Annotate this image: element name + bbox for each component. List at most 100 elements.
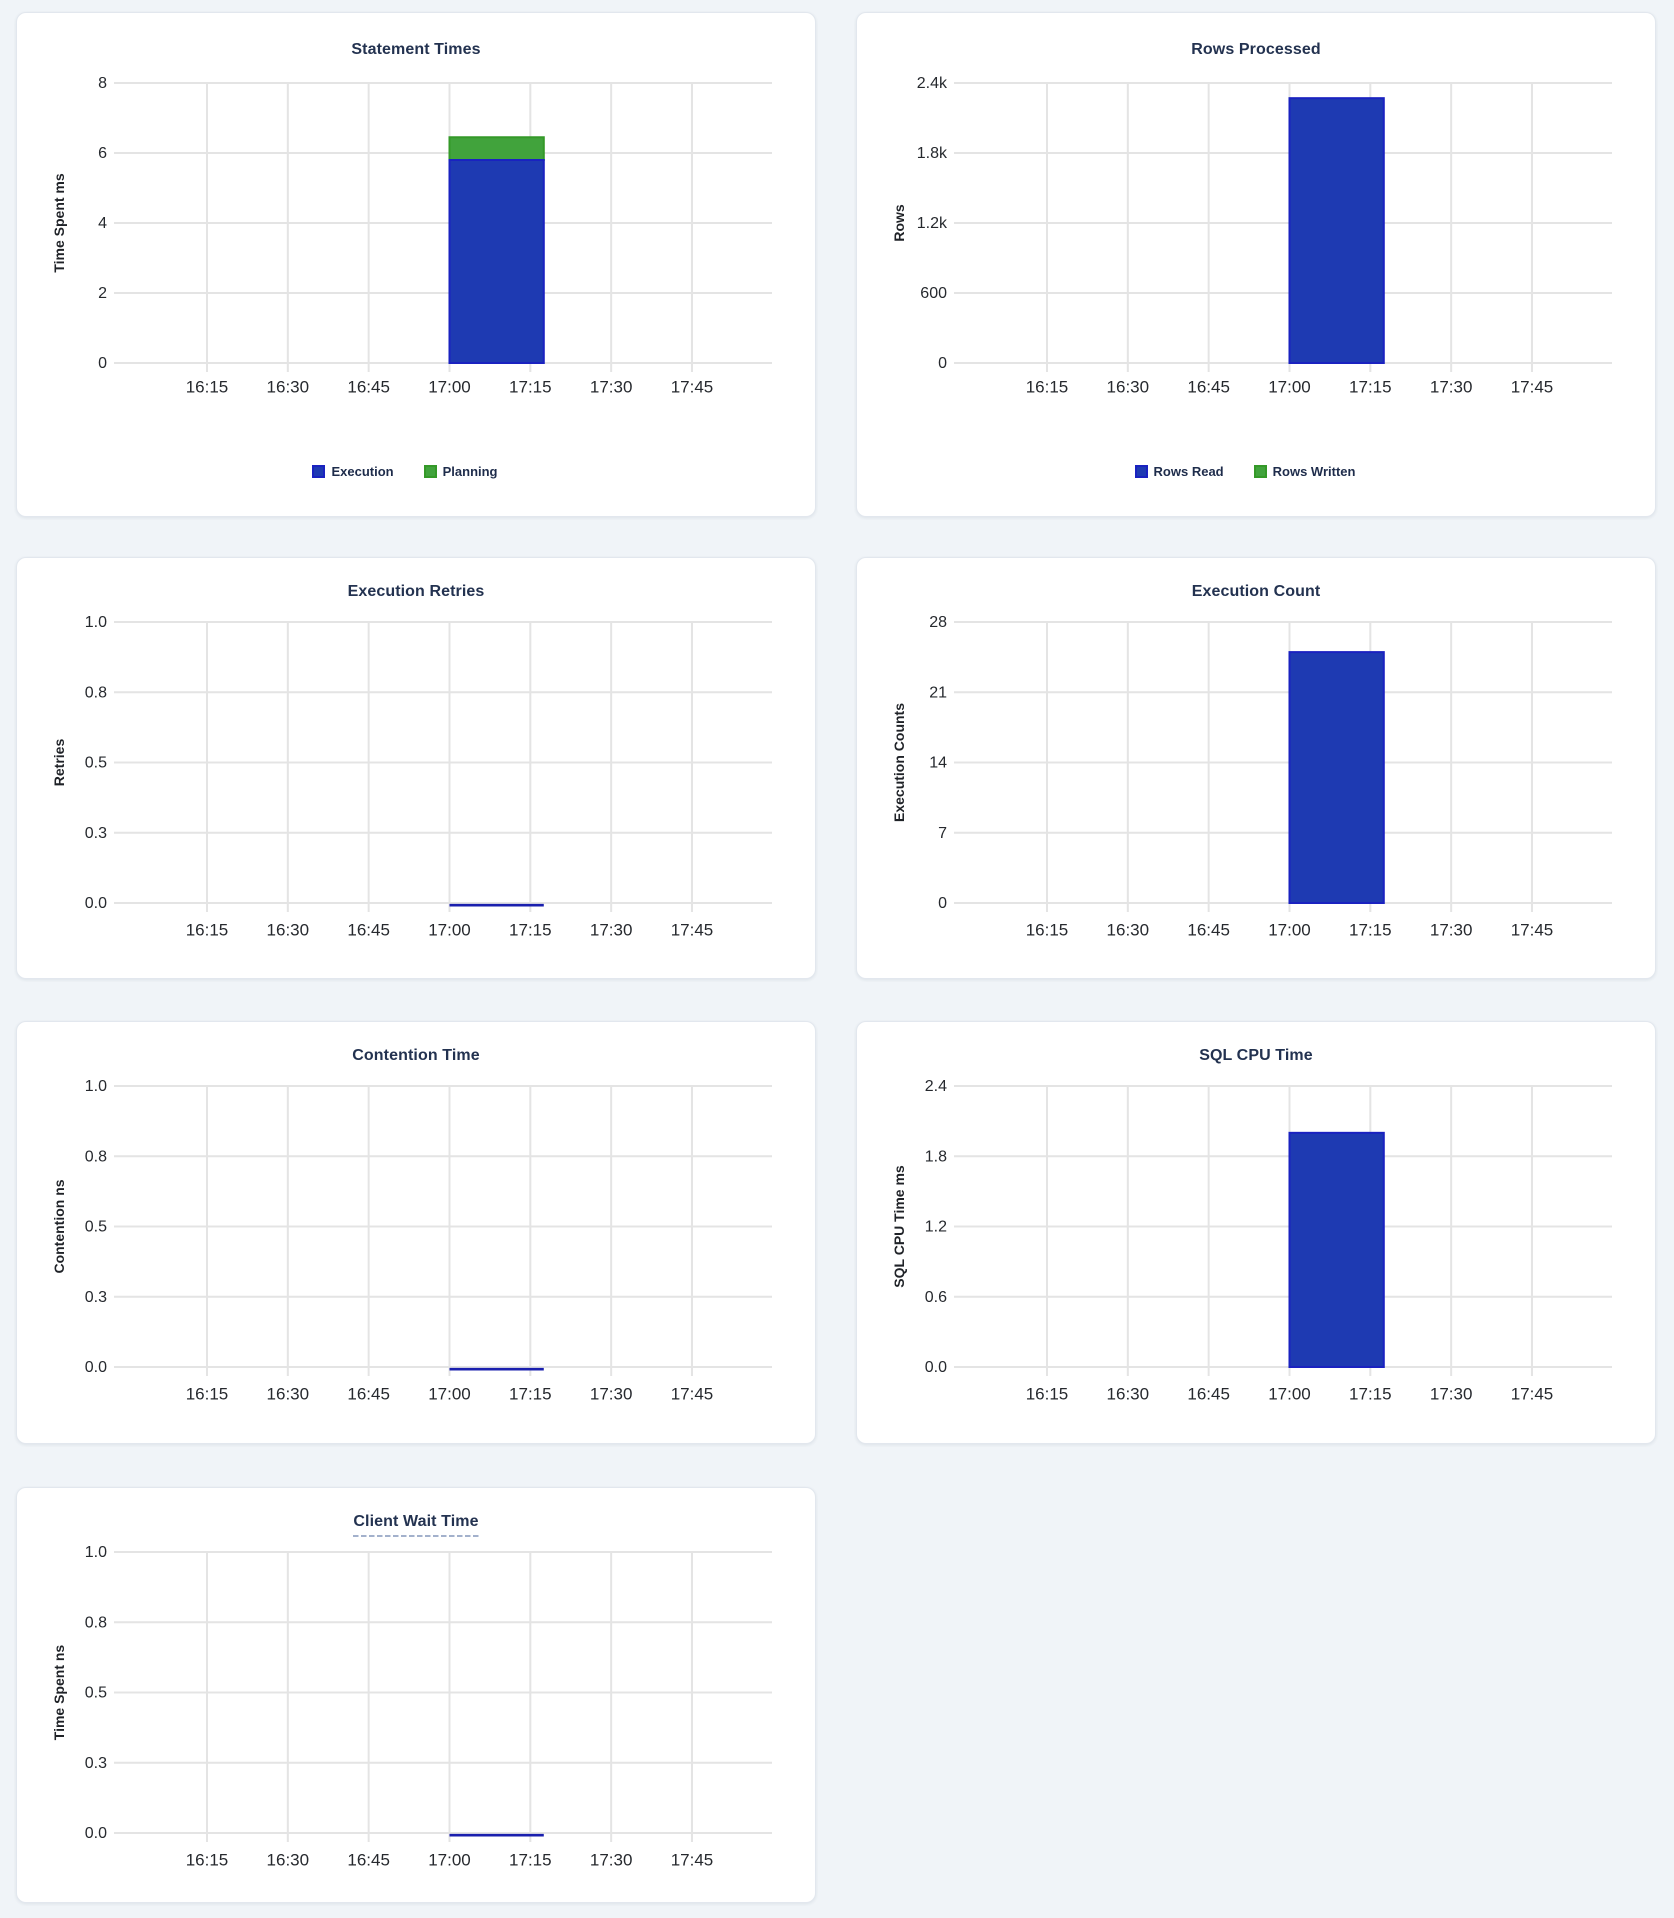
grid-lines bbox=[114, 621, 772, 912]
x-tick-label: 16:45 bbox=[347, 1385, 390, 1404]
x-tick-label: 16:30 bbox=[267, 378, 310, 397]
x-tick-label: 16:45 bbox=[347, 921, 390, 940]
x-tick-label: 17:15 bbox=[509, 1851, 552, 1870]
chart-title-row: Contention Time bbox=[17, 1045, 815, 1067]
x-tick-label: 16:30 bbox=[267, 1851, 310, 1870]
x-tick-label: 17:45 bbox=[1511, 921, 1554, 940]
y-tick-label: 14 bbox=[929, 755, 947, 772]
y-tick-label: 1.0 bbox=[85, 1544, 107, 1561]
chart-title[interactable]: Client Wait Time bbox=[353, 1511, 478, 1537]
y-tick-label: 2.4k bbox=[917, 75, 948, 92]
y-axis-label: Execution Counts bbox=[891, 703, 907, 822]
x-tick-label: 16:15 bbox=[1026, 378, 1069, 397]
x-tick-label: 17:30 bbox=[1430, 1385, 1473, 1404]
chart-card-statement-times: Statement Times 0 2 4 6 8 16:15 16:30 16:45 17:00… bbox=[16, 12, 816, 517]
bar-execution bbox=[448, 159, 545, 364]
x-tick-label: 17:45 bbox=[1511, 378, 1554, 397]
x-tick-label: 16:30 bbox=[1107, 1385, 1150, 1404]
x-tick-label: 16:15 bbox=[186, 1851, 229, 1870]
chart-title-row: Execution Retries bbox=[17, 581, 815, 603]
y-tick-label: 0.3 bbox=[85, 1755, 107, 1772]
legend-swatch-green bbox=[423, 465, 437, 478]
y-tick-label: 0.8 bbox=[85, 684, 107, 701]
chart-title: Execution Count bbox=[1191, 583, 1321, 600]
legend-item-execution[interactable]: Execution bbox=[312, 464, 394, 479]
chart-card-rows-processed: Rows Processed 0 600 1.2k 1.8k 2.4k 16:15 16:30… bbox=[856, 12, 1656, 517]
x-tick-label: 16:45 bbox=[347, 1851, 390, 1870]
y-tick-label: 0.5 bbox=[85, 1685, 107, 1702]
y-tick-label: 2 bbox=[98, 285, 107, 302]
x-tick-label: 17:45 bbox=[671, 378, 714, 397]
x-tick-label: 17:45 bbox=[1511, 1385, 1554, 1404]
x-tick-label: 16:45 bbox=[347, 378, 390, 397]
bar-blue bbox=[1288, 651, 1385, 904]
x-tick-label: 16:30 bbox=[1107, 921, 1150, 940]
chart-plot-sql-cpu-time[interactable]: 0.0 0.6 1.2 1.8 2.4 16:15 16:30 16:45 17:00 17:15… bbox=[857, 1022, 1654, 1442]
y-tick-label: 0.0 bbox=[925, 1359, 947, 1376]
y-tick-label: 1.2 bbox=[925, 1219, 947, 1236]
y-tick-label: 1.0 bbox=[85, 614, 107, 631]
legend-swatch-green bbox=[1253, 465, 1267, 478]
chart-title-row: Client Wait Time bbox=[17, 1511, 815, 1537]
legend-item-planning[interactable]: Planning bbox=[423, 464, 498, 479]
x-tick-label: 16:15 bbox=[186, 921, 229, 940]
chart-legend: Execution Planning bbox=[6, 464, 804, 479]
x-tick-label: 17:00 bbox=[1268, 1385, 1311, 1404]
chart-title: SQL CPU Time bbox=[1199, 1047, 1313, 1064]
y-tick-label: 4 bbox=[98, 215, 107, 232]
bar-blue bbox=[1288, 1131, 1385, 1369]
bar-rows-read bbox=[1288, 97, 1385, 365]
y-tick-label: 28 bbox=[929, 614, 947, 631]
legend-swatch-blue bbox=[312, 465, 326, 478]
x-tick-label: 17:00 bbox=[428, 1851, 471, 1870]
grid-lines bbox=[114, 1551, 772, 1842]
legend-label: Execution bbox=[331, 464, 394, 479]
y-tick-label: 600 bbox=[920, 285, 947, 302]
y-tick-label: 2.4 bbox=[925, 1078, 947, 1095]
x-tick-label: 16:30 bbox=[1107, 378, 1150, 397]
y-tick-label: 7 bbox=[938, 825, 947, 842]
y-tick-label: 0.6 bbox=[925, 1289, 947, 1306]
x-tick-label: 17:45 bbox=[671, 1385, 714, 1404]
x-tick-label: 17:15 bbox=[1349, 1385, 1392, 1404]
x-tick-label: 16:30 bbox=[267, 1385, 310, 1404]
y-axis-label: SQL CPU Time ms bbox=[891, 1165, 907, 1288]
bars bbox=[1288, 1131, 1385, 1369]
x-tick-label: 17:15 bbox=[1349, 921, 1392, 940]
chart-plot-client-wait-time[interactable]: 0.0 0.3 0.5 0.8 1.0 16:15 16:30 16:45 17:00 17:15… bbox=[17, 1488, 814, 1901]
x-tick-label: 16:45 bbox=[1187, 378, 1230, 397]
chart-plot-execution-count[interactable]: 0 7 14 21 28 16:15 16:30 16:45 17:00 17:15 17:30 17… bbox=[857, 558, 1654, 977]
grid-lines bbox=[114, 82, 772, 372]
x-tick-label: 17:30 bbox=[590, 1385, 633, 1404]
legend-item-rows-read[interactable]: Rows Read bbox=[1134, 464, 1224, 479]
y-tick-label: 0.0 bbox=[85, 895, 107, 912]
legend-item-rows-written[interactable]: Rows Written bbox=[1253, 464, 1355, 479]
bars bbox=[448, 136, 545, 364]
chart-plot-execution-retries[interactable]: 0.0 0.3 0.5 0.8 1.0 16:15 16:30 16:45 17:00 17:15… bbox=[17, 558, 814, 977]
y-tick-label: 1.8k bbox=[917, 145, 948, 162]
chart-plot-rows-processed[interactable]: 0 600 1.2k 1.8k 2.4k 16:15 16:30 16:45 17:00 17:1… bbox=[857, 13, 1654, 515]
chart-plot-statement-times[interactable]: 0 2 4 6 8 16:15 16:30 16:45 17:00 17:15 17:30 17:45… bbox=[17, 13, 814, 515]
y-tick-label: 0.3 bbox=[85, 825, 107, 842]
x-tick-label: 17:00 bbox=[428, 378, 471, 397]
chart-card-execution-retries: Execution Retries 0.0 0.3 0.5 0.8 1.0 16:15 16:… bbox=[16, 557, 816, 979]
chart-title: Execution Retries bbox=[347, 583, 485, 600]
chart-title-row: Rows Processed bbox=[857, 39, 1655, 61]
x-tick-label: 17:00 bbox=[1268, 378, 1311, 397]
y-tick-label: 0 bbox=[98, 355, 107, 372]
x-tick-label: 17:15 bbox=[1349, 378, 1392, 397]
x-tick-label: 17:00 bbox=[428, 921, 471, 940]
bars bbox=[1288, 651, 1385, 904]
x-tick-label: 17:00 bbox=[1268, 921, 1311, 940]
y-axis-label: Time Spent ns bbox=[51, 1645, 67, 1741]
y-axis-label: Time Spent ms bbox=[51, 173, 67, 273]
x-tick-label: 16:45 bbox=[1187, 1385, 1230, 1404]
x-tick-label: 16:15 bbox=[186, 1385, 229, 1404]
legend-label: Planning bbox=[442, 464, 498, 479]
legend-swatch-blue bbox=[1134, 465, 1148, 478]
bar-planning bbox=[448, 136, 545, 161]
bars bbox=[1288, 97, 1385, 365]
chart-plot-contention-time[interactable]: 0.0 0.3 0.5 0.8 1.0 16:15 16:30 16:45 17:00 17:15… bbox=[17, 1022, 814, 1442]
y-axis-label: Contention ns bbox=[51, 1179, 67, 1273]
